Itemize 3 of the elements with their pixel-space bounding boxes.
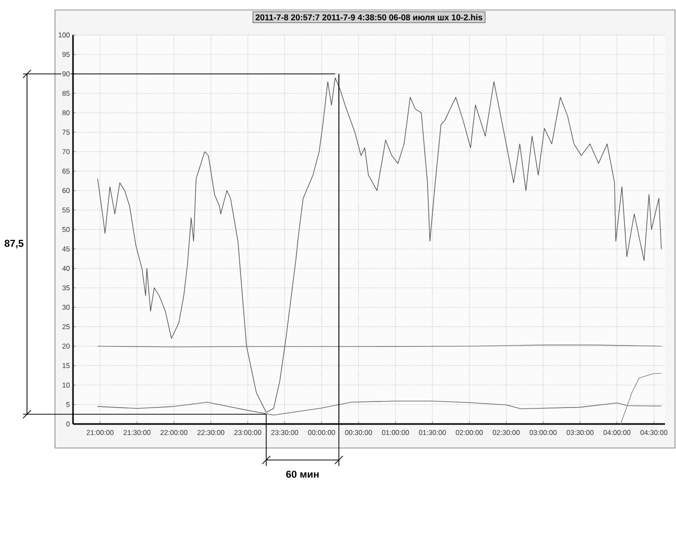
- text: 87,5: [4, 240, 24, 248]
- text: 60 мин: [286, 470, 319, 478]
- chart-title: 2011-7-8 20:57:7 2011-7-9 4:38:50 06-08 июля шх 10-2.his: [256, 14, 482, 20]
